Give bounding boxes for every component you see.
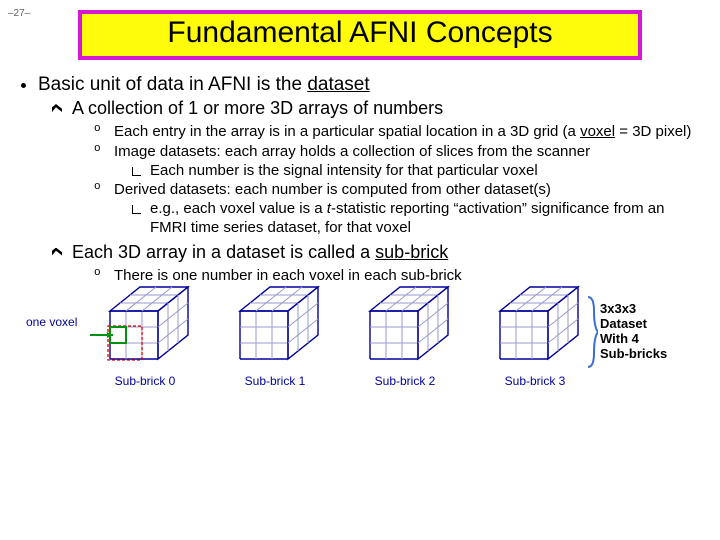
cube-caption-2: Sub-brick 2 — [375, 374, 436, 388]
title-text: Fundamental AFNI Concepts — [167, 16, 552, 49]
brace-icon — [584, 293, 598, 371]
cube-caption-0: Sub-brick 0 — [115, 374, 176, 388]
side-l4: Sub-bricks — [600, 346, 667, 361]
side-l1: 3x3x3 — [600, 301, 636, 316]
bullet-l3-voxel: Each entry in the array is in a particul… — [94, 123, 704, 142]
cube-caption-1: Sub-brick 1 — [245, 374, 306, 388]
diagram-row: one voxel Sub-brick 0Sub-brick 1Sub-bric… — [26, 293, 704, 388]
cube-caption-3: Sub-brick 3 — [505, 374, 566, 388]
one-voxel-label: one voxel — [26, 293, 96, 329]
side-l3: With 4 — [600, 331, 639, 346]
bullet-l3-image: Image datasets: each array holds a colle… — [94, 143, 704, 181]
title-box: Fundamental AFNI Concepts — [78, 10, 642, 60]
bullet-top-text: Basic unit of data in AFNI is the — [38, 74, 307, 95]
side-wrap: 3x3x3 Dataset With 4 Sub-bricks — [584, 293, 667, 371]
bullet-list: Basic unit of data in AFNI is the datase… — [38, 74, 704, 285]
l4b1: e.g., each voxel value is a — [150, 200, 327, 217]
bullet-l4-tstat: e.g., each voxel value is a t-statistic … — [132, 200, 704, 238]
voxel-word: voxel — [580, 123, 615, 140]
cubes-container: Sub-brick 0 Sub-brick 1 Sub-brick 2 Sub-bri… — [96, 293, 584, 388]
subbrick-word: sub-brick — [375, 242, 448, 262]
l2a-text: A collection of 1 or more 3D arrays of n… — [72, 98, 443, 118]
cube-0: Sub-brick 0 — [96, 293, 194, 388]
l3a1: Each entry in the array is in a particul… — [114, 123, 580, 140]
page-number: –27– — [8, 8, 30, 19]
l3b: Image datasets: each array holds a colle… — [114, 143, 590, 160]
side-label: 3x3x3 Dataset With 4 Sub-bricks — [600, 302, 667, 362]
cube-3: Sub-brick 3 — [486, 293, 584, 388]
l3c: Derived datasets: each number is compute… — [114, 181, 551, 198]
side-l2: Dataset — [600, 316, 647, 331]
cube-1: Sub-brick 1 — [226, 293, 324, 388]
bullet-top: Basic unit of data in AFNI is the datase… — [38, 74, 704, 285]
l2b1: Each 3D array in a dataset is called a — [72, 242, 375, 262]
dataset-word: dataset — [307, 74, 369, 95]
cube-2: Sub-brick 2 — [356, 293, 454, 388]
bullet-l2-collection: A collection of 1 or more 3D arrays of n… — [52, 98, 704, 238]
bullet-l3-onenumber: There is one number in each voxel in eac… — [94, 267, 704, 286]
bullet-l4-signal: Each number is the signal intensity for … — [132, 162, 704, 181]
bullet-l3-derived: Derived datasets: each number is compute… — [94, 181, 704, 237]
l3a2: = 3D pixel) — [615, 123, 691, 140]
bullet-l2-subbrick: Each 3D array in a dataset is called a s… — [52, 242, 704, 286]
